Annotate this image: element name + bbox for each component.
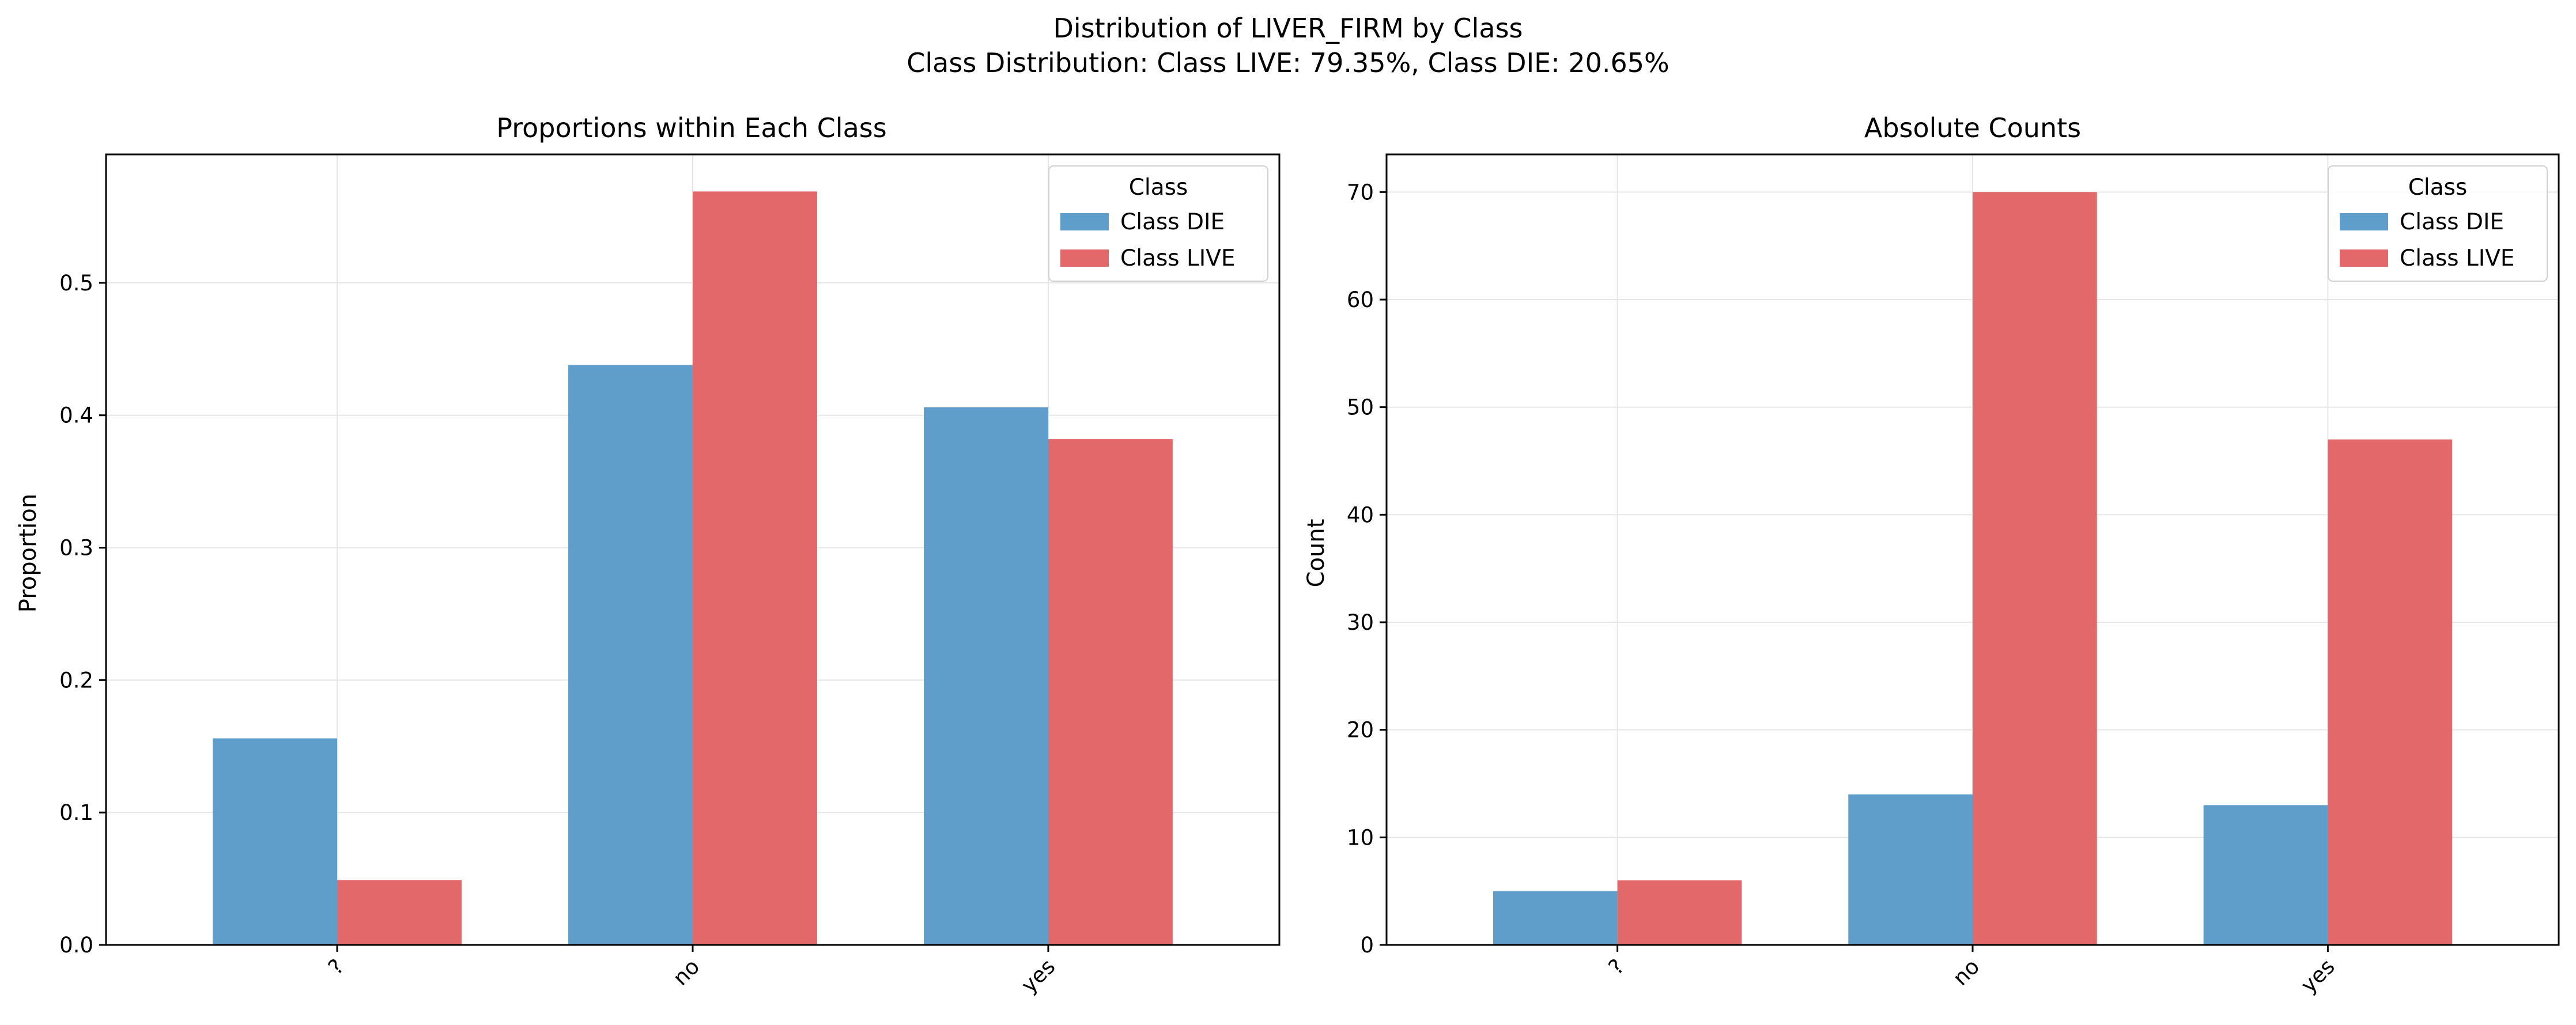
counts-y-tick-label: 0: [1360, 933, 1374, 958]
counts-y-tick-label: 30: [1347, 610, 1374, 635]
counts-bar-die-0: [1493, 891, 1618, 945]
counts-x-tick-label: yes: [2296, 954, 2340, 998]
counts-bar-die-2: [2203, 805, 2328, 945]
proportions-legend-label-die: Class DIE: [1120, 209, 1225, 235]
proportions-y-tick-label: 0.3: [59, 536, 93, 561]
counts-legend-swatch-die: [2340, 213, 2388, 230]
proportions-bar-live-2: [1048, 439, 1173, 945]
counts-y-tick-label: 50: [1347, 395, 1374, 420]
proportions-y-tick-label: 0.5: [59, 271, 93, 296]
proportions-y-tick-label: 0.1: [59, 800, 93, 825]
proportions-bar-die-2: [924, 407, 1048, 945]
proportions-bar-die-0: [213, 738, 338, 945]
counts-y-tick-label: 60: [1347, 288, 1374, 312]
proportions-bar-live-0: [337, 880, 462, 945]
proportions-bar-die-1: [568, 365, 693, 945]
proportions-legend-swatch-live: [1060, 249, 1109, 267]
proportions-y-tick-label: 0.0: [59, 933, 93, 958]
counts-x-tick-label: ?: [1604, 954, 1629, 979]
proportions-y-tick-label: 0.4: [59, 403, 93, 428]
counts-y-tick-label: 20: [1347, 718, 1374, 743]
proportions-x-tick-label: no: [668, 954, 704, 990]
counts-bar-live-0: [1617, 880, 1742, 945]
counts-y-tick-label: 10: [1347, 825, 1374, 850]
counts-legend-label-die: Class DIE: [2400, 209, 2504, 235]
counts-bar-live-1: [1973, 192, 2097, 945]
counts-bar-die-1: [1848, 794, 1973, 945]
proportions-x-tick-label: ?: [323, 954, 349, 979]
counts-y-tick-label: 70: [1347, 180, 1374, 205]
counts-bar-live-2: [2328, 439, 2453, 945]
proportions-legend-label-live: Class LIVE: [1120, 245, 1236, 271]
counts-legend-label-live: Class LIVE: [2400, 245, 2515, 271]
counts-legend-title: Class: [2408, 175, 2468, 201]
proportions-legend-swatch-die: [1060, 213, 1109, 230]
proportions-y-tick-label: 0.2: [59, 668, 93, 693]
counts-legend-swatch-live: [2340, 249, 2388, 267]
proportions-x-tick-label: yes: [1017, 954, 1060, 998]
proportions-bar-live-1: [693, 191, 817, 945]
counts-chart-title: Absolute Counts: [1864, 112, 2081, 143]
figure-title: Distribution of LIVER_FIRM by Class: [1053, 13, 1523, 44]
proportions-chart-title: Proportions within Each Class: [496, 112, 886, 143]
proportions-y-axis-label: Proportion: [15, 494, 41, 612]
counts-y-tick-label: 40: [1347, 502, 1374, 527]
proportions-legend-title: Class: [1129, 175, 1188, 201]
counts-chart: Absolute Counts Count 0 10 20 30 40 50 60 70? no…: [1303, 112, 2560, 998]
counts-y-axis-label: Count: [1303, 519, 1329, 588]
proportions-chart: Proportions within Each Class Proportion…: [15, 112, 1281, 998]
figure-subtitle: Class Distribution: Class LIVE: 79.35%, …: [906, 47, 1669, 78]
counts-x-tick-label: no: [1948, 954, 1984, 990]
